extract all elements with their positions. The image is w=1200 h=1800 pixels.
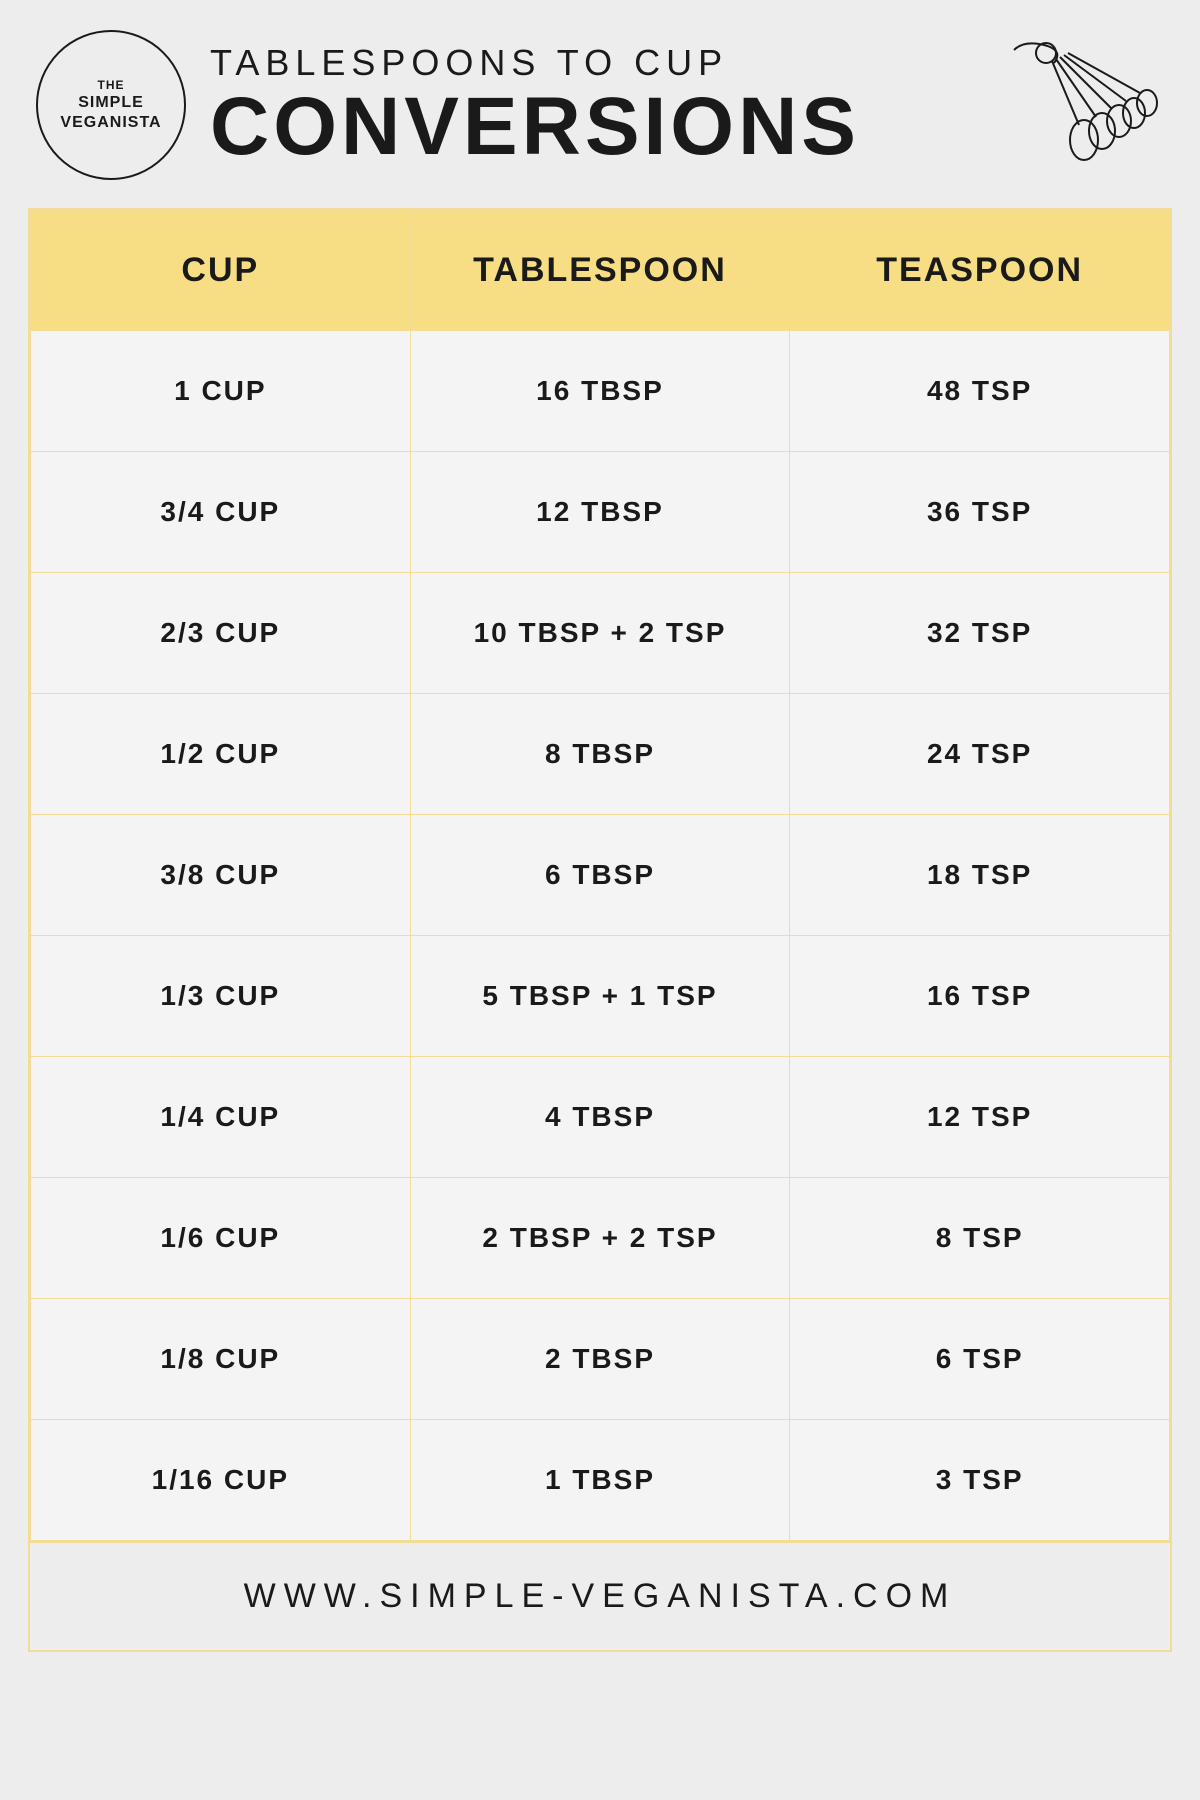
table-cell: 2/3 CUP: [31, 573, 411, 694]
table-cell: 8 TBSP: [410, 694, 790, 815]
table-cell: 3 TSP: [790, 1420, 1170, 1541]
table-cell: 4 TBSP: [410, 1057, 790, 1178]
conversion-table: CUP TABLESPOON TEASPOON 1 CUP16 TBSP48 T…: [30, 210, 1170, 1541]
table-cell: 16 TBSP: [410, 331, 790, 452]
table-cell: 3/4 CUP: [31, 452, 411, 573]
table-cell: 2 TBSP: [410, 1299, 790, 1420]
table-cell: 12 TBSP: [410, 452, 790, 573]
table-cell: 1 TBSP: [410, 1420, 790, 1541]
table-row: 2/3 CUP10 TBSP + 2 TSP32 TSP: [31, 573, 1170, 694]
logo-line3: VEGANISTA: [60, 114, 161, 132]
table-row: 1/6 CUP2 TBSP + 2 TSP8 TSP: [31, 1178, 1170, 1299]
title-block: TABLESPOONS TO CUP CONVERSIONS: [210, 42, 970, 168]
footer-url: WWW.SIMPLE-VEGANISTA.COM: [28, 1543, 1172, 1652]
table-cell: 32 TSP: [790, 573, 1170, 694]
table-cell: 1 CUP: [31, 331, 411, 452]
table-cell: 36 TSP: [790, 452, 1170, 573]
table-cell: 1/4 CUP: [31, 1057, 411, 1178]
table-row: 1/3 CUP5 TBSP + 1 TSP16 TSP: [31, 936, 1170, 1057]
table-row: 3/8 CUP6 TBSP18 TSP: [31, 815, 1170, 936]
col-teaspoon: TEASPOON: [790, 211, 1170, 331]
table-cell: 6 TBSP: [410, 815, 790, 936]
logo-line2: SIMPLE: [78, 94, 144, 112]
table-cell: 10 TBSP + 2 TSP: [410, 573, 790, 694]
table-row: 1 CUP16 TBSP48 TSP: [31, 331, 1170, 452]
page-subtitle: TABLESPOONS TO CUP: [210, 42, 970, 84]
table-cell: 24 TSP: [790, 694, 1170, 815]
table-cell: 1/16 CUP: [31, 1420, 411, 1541]
col-tablespoon: TABLESPOON: [410, 211, 790, 331]
conversion-table-wrap: CUP TABLESPOON TEASPOON 1 CUP16 TBSP48 T…: [28, 208, 1172, 1543]
table-row: 3/4 CUP12 TBSP36 TSP: [31, 452, 1170, 573]
table-row: 1/2 CUP8 TBSP24 TSP: [31, 694, 1170, 815]
brand-logo: THE SIMPLE VEGANISTA: [36, 30, 186, 180]
table-cell: 8 TSP: [790, 1178, 1170, 1299]
table-row: 1/8 CUP2 TBSP6 TSP: [31, 1299, 1170, 1420]
table-cell: 2 TBSP + 2 TSP: [410, 1178, 790, 1299]
header: THE SIMPLE VEGANISTA TABLESPOONS TO CUP …: [28, 30, 1172, 180]
table-cell: 48 TSP: [790, 331, 1170, 452]
measuring-spoons-icon: [994, 35, 1164, 175]
logo-line1: THE: [98, 78, 125, 92]
table-cell: 3/8 CUP: [31, 815, 411, 936]
table-cell: 1/8 CUP: [31, 1299, 411, 1420]
table-row: 1/16 CUP1 TBSP3 TSP: [31, 1420, 1170, 1541]
table-header-row: CUP TABLESPOON TEASPOON: [31, 211, 1170, 331]
table-cell: 12 TSP: [790, 1057, 1170, 1178]
col-cup: CUP: [31, 211, 411, 331]
table-cell: 18 TSP: [790, 815, 1170, 936]
page-title: CONVERSIONS: [210, 86, 970, 168]
table-row: 1/4 CUP4 TBSP12 TSP: [31, 1057, 1170, 1178]
table-cell: 1/3 CUP: [31, 936, 411, 1057]
table-cell: 16 TSP: [790, 936, 1170, 1057]
table-cell: 1/2 CUP: [31, 694, 411, 815]
table-cell: 5 TBSP + 1 TSP: [410, 936, 790, 1057]
table-cell: 6 TSP: [790, 1299, 1170, 1420]
table-cell: 1/6 CUP: [31, 1178, 411, 1299]
